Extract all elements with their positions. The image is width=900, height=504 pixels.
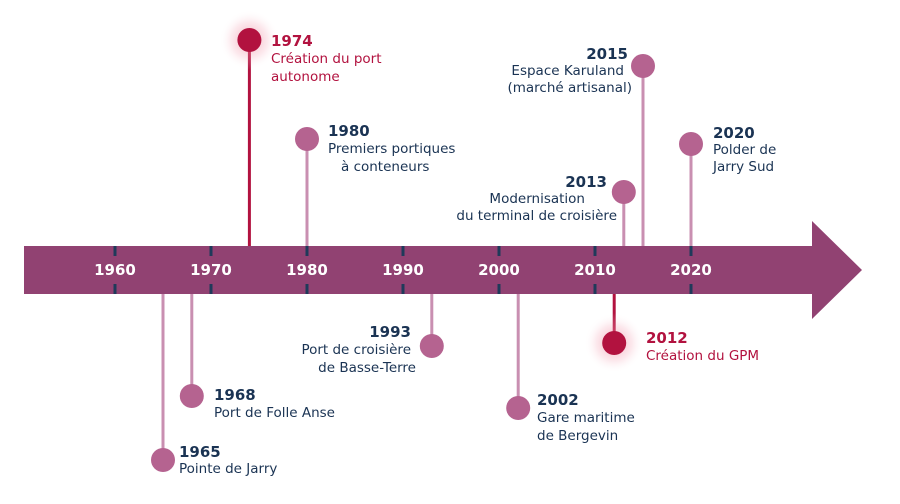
event-label-1993-line-2: de Basse-Terre [318,360,416,376]
event-year-1980: 1980 [328,122,370,140]
event-dot-2012 [602,331,627,355]
event-year-2013: 2013 [565,173,607,191]
event-label-1993-line-1: Port de croisière [301,342,411,358]
event-dot-1965 [151,448,175,472]
event-dot-2020 [679,132,703,156]
decade-label-1980: 1980 [286,261,328,279]
event-label-2013-line-2: du terminal de croisière [456,208,617,224]
event-dot-2002 [506,396,531,420]
event-label-1980-line-1: Premiers portiques [328,141,455,157]
event-year-2002: 2002 [537,391,579,409]
event-label-2015-line-1: Espace Karuland [511,63,624,79]
event-label-1980-line-2: à conteneurs [341,159,429,175]
event-label-2015-line-2: (marché artisanal) [507,80,632,96]
decade-label-2010: 2010 [574,261,616,279]
event-label-1974-line-2: autonome [271,69,340,85]
decade-label-2020: 2020 [670,261,712,279]
event-dot-2015 [631,54,655,78]
decade-label-1990: 1990 [382,261,424,279]
event-label-1974-line-1: Création du port [271,51,382,67]
event-label-2012-line-1: Création du GPM [646,348,759,364]
event-label-2013-line-1: Modernisation [489,191,585,207]
event-label-2002-line-1: Gare maritime [537,410,635,426]
timeline-arrow-band [24,221,862,319]
event-label-2020-line-2: Jarry Sud [712,159,774,175]
event-year-1965: 1965 [179,443,221,461]
event-year-2020: 2020 [713,124,755,142]
event-dot-1980 [295,127,319,151]
event-year-2012: 2012 [646,329,688,347]
event-label-1968-line-1: Port de Folle Anse [214,405,335,421]
event-label-2020-line-1: Polder de [713,142,776,158]
event-dot-1993 [419,334,444,358]
event-year-1968: 1968 [214,386,256,404]
decade-label-1970: 1970 [190,261,232,279]
event-label-1965-line-1: Pointe de Jarry [179,461,277,477]
decade-label-2000: 2000 [478,261,520,279]
event-dot-1968 [179,384,204,408]
event-year-2015: 2015 [586,45,628,63]
event-dot-1974 [237,28,262,52]
event-label-2002-line-2: de Bergevin [537,428,618,444]
event-dot-2013 [611,180,636,204]
event-year-1993: 1993 [369,323,411,341]
event-year-1974: 1974 [271,32,313,50]
decade-label-1960: 1960 [94,261,136,279]
